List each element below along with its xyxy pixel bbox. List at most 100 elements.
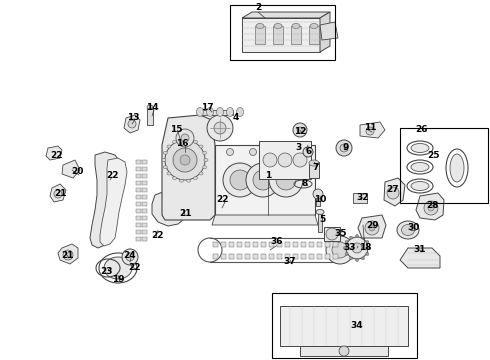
Circle shape xyxy=(345,240,348,243)
Circle shape xyxy=(295,148,302,156)
Polygon shape xyxy=(124,115,140,133)
Circle shape xyxy=(356,258,359,261)
Ellipse shape xyxy=(104,257,132,279)
Ellipse shape xyxy=(411,144,429,153)
Bar xyxy=(142,188,147,192)
Bar xyxy=(237,242,242,247)
Text: 22: 22 xyxy=(216,195,228,204)
Text: 30: 30 xyxy=(408,224,420,233)
Circle shape xyxy=(339,346,349,356)
Bar xyxy=(353,193,367,203)
Circle shape xyxy=(226,148,234,156)
Circle shape xyxy=(269,163,303,197)
Circle shape xyxy=(365,221,379,235)
Circle shape xyxy=(356,234,359,238)
Bar xyxy=(147,107,153,125)
Bar xyxy=(142,160,147,164)
Bar xyxy=(245,253,249,258)
Ellipse shape xyxy=(187,179,191,182)
Polygon shape xyxy=(212,215,318,225)
Polygon shape xyxy=(242,12,330,18)
Bar xyxy=(309,242,314,247)
Circle shape xyxy=(313,189,323,199)
Bar xyxy=(273,26,283,44)
Text: 2: 2 xyxy=(255,4,261,13)
Bar xyxy=(269,242,273,247)
Polygon shape xyxy=(162,115,215,220)
Ellipse shape xyxy=(199,172,203,175)
Text: 1: 1 xyxy=(265,171,271,180)
Circle shape xyxy=(181,134,189,142)
Bar xyxy=(252,242,258,247)
Circle shape xyxy=(366,240,369,243)
Ellipse shape xyxy=(450,154,464,182)
Circle shape xyxy=(253,170,273,190)
Circle shape xyxy=(352,243,362,253)
Ellipse shape xyxy=(237,108,244,117)
Bar xyxy=(213,253,218,258)
Ellipse shape xyxy=(172,140,176,143)
Text: 10: 10 xyxy=(314,195,326,204)
Text: 15: 15 xyxy=(170,126,182,135)
Ellipse shape xyxy=(179,138,183,141)
Bar xyxy=(245,242,249,247)
Text: 7: 7 xyxy=(313,163,319,172)
Ellipse shape xyxy=(187,138,191,141)
Bar xyxy=(309,26,319,44)
Bar xyxy=(136,223,141,227)
Ellipse shape xyxy=(274,23,282,28)
Circle shape xyxy=(272,148,279,156)
Bar xyxy=(317,242,321,247)
Bar xyxy=(197,109,232,114)
Ellipse shape xyxy=(194,177,197,180)
Text: 21: 21 xyxy=(179,208,191,217)
Circle shape xyxy=(349,257,352,260)
Bar xyxy=(230,5,335,60)
Circle shape xyxy=(173,148,197,172)
Text: 29: 29 xyxy=(367,220,379,230)
Ellipse shape xyxy=(167,145,171,148)
Text: 34: 34 xyxy=(351,320,363,329)
Bar xyxy=(333,253,338,258)
Text: 22: 22 xyxy=(151,230,163,239)
Polygon shape xyxy=(58,244,78,264)
Bar xyxy=(136,209,141,213)
Bar xyxy=(259,141,311,179)
Bar xyxy=(272,293,417,358)
Circle shape xyxy=(263,153,277,167)
Bar xyxy=(228,242,234,247)
Text: 16: 16 xyxy=(176,139,188,148)
Circle shape xyxy=(214,122,226,134)
Bar xyxy=(316,194,320,206)
Bar xyxy=(300,253,305,258)
Polygon shape xyxy=(358,215,386,238)
Text: 22: 22 xyxy=(50,150,62,159)
Polygon shape xyxy=(400,248,440,268)
Circle shape xyxy=(362,257,365,260)
Text: 21: 21 xyxy=(61,251,73,260)
Bar xyxy=(142,174,147,178)
Bar xyxy=(220,253,225,258)
Bar xyxy=(136,167,141,171)
Text: 11: 11 xyxy=(364,123,376,132)
Polygon shape xyxy=(90,152,120,248)
Bar xyxy=(136,181,141,185)
Polygon shape xyxy=(320,22,338,40)
Bar xyxy=(400,128,488,203)
Polygon shape xyxy=(416,193,444,220)
Circle shape xyxy=(293,123,307,137)
Bar xyxy=(142,216,147,220)
Ellipse shape xyxy=(206,108,214,117)
Circle shape xyxy=(303,147,313,157)
Ellipse shape xyxy=(162,158,166,162)
Ellipse shape xyxy=(316,210,324,215)
Circle shape xyxy=(366,127,374,135)
Text: 5: 5 xyxy=(319,216,325,225)
Text: 8: 8 xyxy=(302,179,308,188)
Ellipse shape xyxy=(411,162,429,171)
Bar xyxy=(228,253,234,258)
Circle shape xyxy=(165,140,205,180)
Text: 17: 17 xyxy=(201,104,213,112)
Circle shape xyxy=(332,242,348,258)
Circle shape xyxy=(369,225,375,231)
